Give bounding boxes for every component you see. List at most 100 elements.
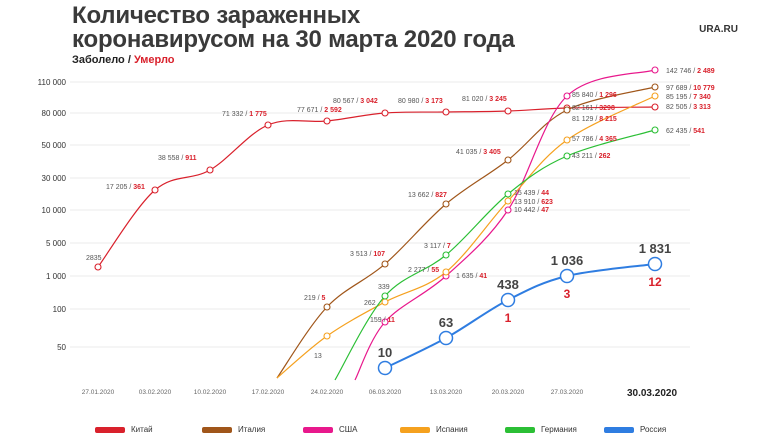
label-cases: 219 bbox=[304, 295, 316, 302]
label-china: 81 020 / 3 245 bbox=[462, 96, 507, 103]
label-deaths: 3 245 bbox=[489, 96, 507, 103]
point-usa bbox=[504, 206, 512, 214]
label-deaths: 3 042 bbox=[360, 98, 378, 105]
label-italy: 13 662 / 827 bbox=[408, 192, 447, 199]
label-sep: / bbox=[477, 149, 483, 156]
label-italy: 41 035 / 3 405 bbox=[456, 149, 501, 156]
label-sep: / bbox=[687, 104, 693, 111]
label-sep: / bbox=[243, 111, 249, 118]
chart-grid bbox=[70, 81, 690, 348]
label-china: 38 558 / 911 bbox=[158, 155, 197, 162]
label-spain: 13 bbox=[314, 353, 322, 360]
label-italy: 81 129 / 8 215 bbox=[572, 116, 617, 123]
label-sep: / bbox=[687, 128, 693, 135]
x-tick-label: 17.02.2020 bbox=[252, 389, 285, 396]
label-deaths: 3 405 bbox=[483, 149, 501, 156]
label-deaths: 41 bbox=[479, 273, 487, 280]
label-russia-cases: 1 036 bbox=[551, 253, 584, 268]
x-tick-label: 30.03.2020 bbox=[627, 388, 677, 399]
label-usa: 85 840 / 1 296 bbox=[572, 92, 617, 99]
x-tick-label: 27.01.2020 bbox=[82, 389, 115, 396]
point-spain bbox=[563, 136, 571, 144]
label-sep: / bbox=[593, 116, 599, 123]
legend: Китай Италия США Испания Германия Россия bbox=[0, 420, 760, 440]
y-tick-label: 10 000 bbox=[42, 206, 67, 215]
label-germany: 43 211 / 262 bbox=[572, 153, 611, 160]
label-deaths: 1 775 bbox=[249, 111, 267, 118]
label-sep: / bbox=[593, 153, 599, 160]
point-italy bbox=[323, 303, 331, 311]
label-deaths: 827 bbox=[435, 192, 447, 199]
label-russia-cases: 63 bbox=[439, 315, 453, 330]
label-china: 2835 bbox=[86, 255, 102, 262]
legend-swatch bbox=[400, 427, 430, 433]
label-sep: / bbox=[593, 92, 599, 99]
legend-label: США bbox=[339, 425, 358, 434]
label-usa: 159 / 11 bbox=[370, 317, 395, 324]
label-usa: 142 746 / 2 489 bbox=[666, 68, 715, 75]
point-spain bbox=[442, 268, 450, 276]
series-line-russia bbox=[384, 263, 656, 369]
label-sep: / bbox=[441, 243, 447, 250]
point-china bbox=[323, 117, 331, 125]
point-china bbox=[94, 263, 102, 271]
label-china: 77 671 / 2 592 bbox=[297, 107, 342, 114]
chart-points bbox=[94, 66, 663, 376]
label-deaths: 107 bbox=[373, 251, 385, 258]
legend-swatch bbox=[505, 427, 535, 433]
legend-label: Россия bbox=[640, 425, 667, 434]
x-axis-labels: 27.01.2020 03.02.2020 10.02.2020 17.02.2020… bbox=[82, 388, 678, 399]
point-russia bbox=[500, 292, 516, 308]
label-sep: / bbox=[483, 96, 489, 103]
label-cases: 80 980 bbox=[398, 98, 420, 105]
point-russia bbox=[438, 330, 454, 346]
title-line-1: Количество зараженных bbox=[72, 2, 361, 29]
label-cases: 41 035 bbox=[456, 149, 478, 156]
label-italy: 219 / 5 bbox=[304, 295, 326, 302]
point-italy bbox=[651, 83, 659, 91]
label-italy: 3 513 / 107 bbox=[350, 251, 385, 258]
label-sep: / bbox=[318, 107, 324, 114]
label-china: 80 567 / 3 042 bbox=[333, 98, 378, 105]
label-spain: 85 195 / 7 340 bbox=[666, 94, 711, 101]
label-china: 17 205 / 361 bbox=[106, 184, 145, 191]
label-russia-cases: 10 bbox=[378, 345, 392, 360]
label-cases: 262 bbox=[364, 300, 376, 307]
label-cases: 43 211 bbox=[572, 153, 593, 160]
label-sep: / bbox=[593, 136, 599, 143]
point-china bbox=[442, 108, 450, 116]
series-line-china bbox=[97, 106, 656, 268]
label-china: 82 505 / 3 313 bbox=[666, 104, 711, 111]
point-spain bbox=[323, 332, 331, 340]
brand-logo[interactable]: URA.RU bbox=[699, 24, 738, 35]
label-cases: 15 439 bbox=[514, 190, 536, 197]
legend-label: Китай bbox=[131, 425, 153, 434]
label-germany: 3 117 / 7 bbox=[424, 243, 451, 250]
label-cases: 3 117 bbox=[424, 243, 441, 250]
point-china bbox=[651, 103, 659, 111]
legend-swatch bbox=[202, 427, 232, 433]
label-sep: / bbox=[419, 98, 425, 105]
point-china bbox=[381, 109, 389, 117]
label-cases: 13 bbox=[314, 353, 322, 360]
x-tick-label: 03.02.2020 bbox=[139, 389, 172, 396]
label-sep: / bbox=[316, 295, 322, 302]
label-cases: 38 558 bbox=[158, 155, 180, 162]
label-sep: / bbox=[179, 155, 185, 162]
label-deaths: 2 489 bbox=[697, 68, 715, 75]
label-cases: 339 bbox=[378, 284, 390, 291]
point-italy bbox=[504, 156, 512, 164]
label-deaths: 911 bbox=[185, 155, 196, 162]
label-cases: 62 435 bbox=[666, 128, 688, 135]
label-russia-cases: 438 bbox=[497, 277, 519, 292]
label-cases: 159 bbox=[370, 317, 382, 324]
y-axis-labels: 110 000 80 000 50 000 30 000 10 000 5 000 1 00… bbox=[38, 78, 67, 352]
point-china bbox=[151, 186, 159, 194]
label-spain: 57 786 / 4 365 bbox=[572, 136, 617, 143]
x-tick-label: 10.02.2020 bbox=[194, 389, 227, 396]
y-tick-label: 1 000 bbox=[46, 272, 67, 281]
label-deaths: 10 779 bbox=[693, 85, 715, 92]
subtitle: Заболело / Умерло bbox=[72, 54, 175, 66]
x-tick-label: 27.03.2020 bbox=[551, 389, 584, 396]
label-cases: 80 567 bbox=[333, 98, 355, 105]
